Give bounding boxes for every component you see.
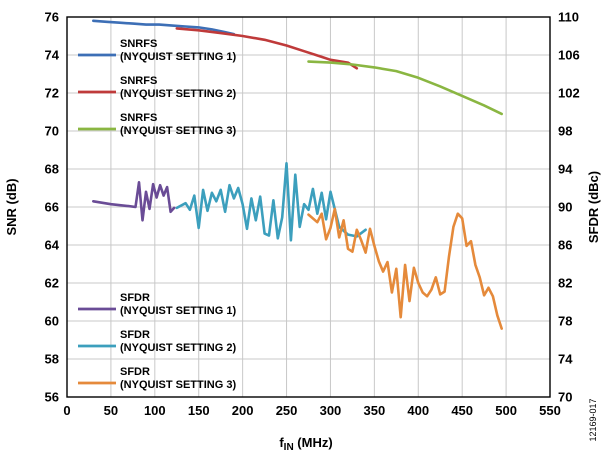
x-tick-label: 400 bbox=[407, 403, 429, 418]
tick-labels: 0 50 100 150 200 250 300 350 400 450 500 550 56 58 60 6… bbox=[45, 10, 580, 419]
y-right-tick-label: 74 bbox=[558, 352, 573, 367]
x-tick-label: 550 bbox=[539, 403, 561, 418]
legend-label: SFDR bbox=[120, 366, 150, 378]
y-left-tick-label: 58 bbox=[45, 352, 59, 367]
legend-label: SNRFS bbox=[120, 75, 157, 87]
y-left-tick-label: 66 bbox=[45, 200, 59, 215]
series-line-snrfs-nyquist-setting-2 bbox=[175, 27, 359, 70]
y-right-tick-label: 110 bbox=[558, 10, 579, 25]
y-left-tick-label: 74 bbox=[45, 48, 60, 63]
x-tick-label: 300 bbox=[320, 403, 342, 418]
y-left-tick-label: 76 bbox=[45, 10, 59, 25]
y-right-tick-label: 102 bbox=[558, 86, 580, 101]
legend-sublabel: (NYQUIST SETTING 2) bbox=[120, 342, 236, 354]
legend-entry: SNRFS(NYQUIST SETTING 2) bbox=[78, 75, 236, 100]
y-right-tick-label: 98 bbox=[558, 124, 572, 139]
legend-sublabel: (NYQUIST SETTING 3) bbox=[120, 379, 236, 391]
plot-frame bbox=[66, 16, 551, 398]
legend-entry: SFDR(NYQUIST SETTING 1) bbox=[78, 292, 236, 317]
y-left-tick-label: 56 bbox=[45, 390, 59, 405]
legend-sublabel: (NYQUIST SETTING 1) bbox=[120, 51, 236, 63]
x-tick-label: 350 bbox=[364, 403, 386, 418]
legend-label: SNRFS bbox=[120, 38, 157, 50]
legend-sublabel: (NYQUIST SETTING 3) bbox=[120, 125, 236, 137]
legend-label: SNRFS bbox=[120, 112, 157, 124]
series-line-sfdr-nyquist-setting-1 bbox=[92, 181, 176, 222]
y-axis-right-title: SFDR (dBc) bbox=[586, 171, 601, 243]
x-tick-label: 500 bbox=[495, 403, 517, 418]
series-line-snrfs-nyquist-setting-3 bbox=[307, 60, 504, 116]
legend-sublabel: (NYQUIST SETTING 2) bbox=[120, 88, 236, 100]
y-left-tick-label: 64 bbox=[45, 238, 60, 253]
x-tick-label: 200 bbox=[232, 403, 254, 418]
y-right-tick-label: 94 bbox=[558, 162, 573, 177]
y-left-tick-label: 68 bbox=[45, 162, 59, 177]
legend-entry: SFDR(NYQUIST SETTING 3) bbox=[78, 366, 236, 391]
y-left-tick-label: 60 bbox=[45, 314, 59, 329]
x-axis-title: fIN (MHz) bbox=[279, 435, 332, 453]
legend-entry: SNRFS(NYQUIST SETTING 1) bbox=[78, 38, 236, 63]
y-left-tick-label: 62 bbox=[45, 276, 59, 291]
x-tick-label: 50 bbox=[104, 403, 118, 418]
legend-entry: SNRFS(NYQUIST SETTING 3) bbox=[78, 112, 236, 137]
y-right-tick-label: 90 bbox=[558, 200, 572, 215]
y-axis-left-title: SNR (dB) bbox=[4, 178, 19, 235]
y-left-tick-label: 70 bbox=[45, 124, 59, 139]
y-right-tick-label: 106 bbox=[558, 48, 580, 63]
figure-id: 12169-017 bbox=[588, 398, 598, 441]
x-tick-label: 450 bbox=[451, 403, 473, 418]
series-line-sfdr-nyquist-setting-3 bbox=[307, 207, 504, 330]
y-right-tick-label: 86 bbox=[558, 238, 572, 253]
series-layer bbox=[92, 19, 504, 330]
series-line-snrfs-nyquist-setting-1 bbox=[92, 19, 236, 36]
series-line-sfdr-nyquist-setting-2 bbox=[175, 162, 367, 242]
legend-label: SFDR bbox=[120, 329, 150, 341]
legend-label: SFDR bbox=[120, 292, 150, 304]
y-right-tick-label: 82 bbox=[558, 276, 572, 291]
legend-entry: SFDR(NYQUIST SETTING 2) bbox=[78, 329, 236, 354]
x-tick-label: 0 bbox=[63, 403, 70, 418]
y-right-tick-label: 70 bbox=[558, 390, 572, 405]
x-tick-label: 150 bbox=[188, 403, 210, 418]
x-tick-label: 250 bbox=[276, 403, 298, 418]
legend-sublabel: (NYQUIST SETTING 1) bbox=[120, 305, 236, 317]
y-right-tick-label: 78 bbox=[558, 314, 572, 329]
legends: SNRFS(NYQUIST SETTING 1)SNRFS(NYQUIST SE… bbox=[78, 38, 236, 391]
y-left-tick-label: 72 bbox=[45, 86, 59, 101]
x-tick-label: 100 bbox=[144, 403, 166, 418]
